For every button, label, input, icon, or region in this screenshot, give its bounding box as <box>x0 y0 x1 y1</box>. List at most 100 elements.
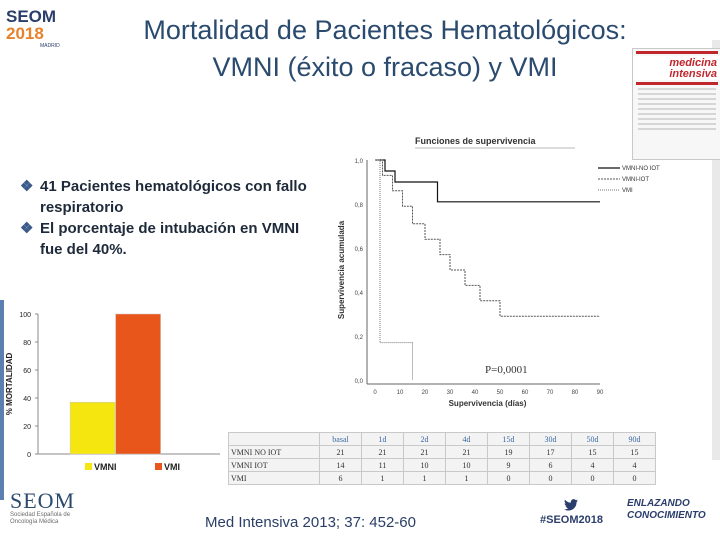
footer-logo-subtitle: Sociedad Española de Oncología Médica <box>10 512 71 525</box>
diamond-bullet-icon: ❖ <box>20 178 34 195</box>
journal-text-line <box>638 98 716 100</box>
survival-x-tick-label: 50 <box>497 390 504 396</box>
table-cell: 0 <box>613 471 656 485</box>
table-cell: 21 <box>319 445 362 459</box>
bar-y-tick-label: 100 <box>19 312 31 319</box>
table-cell: 0 <box>571 471 614 485</box>
table-cell: 6 <box>319 471 362 485</box>
table-cell: 4 <box>613 458 656 472</box>
table-cell: 10 <box>403 458 446 472</box>
bullet-text: 41 Pacientes hematológicos con fallo res… <box>40 178 307 216</box>
tagline-line-2: CONOCIMIENTO <box>627 510 706 521</box>
table-row: VMI 6 1 1 1 0 0 0 0 <box>228 471 656 485</box>
table-cell: 14 <box>319 458 362 472</box>
title-line-1: Mortalidad de Pacientes Hematológicos: <box>143 15 627 45</box>
twitter-bird-icon <box>564 498 578 516</box>
journal-text-line <box>638 93 716 95</box>
bar-vmni <box>69 401 116 455</box>
diamond-bullet-icon: ❖ <box>20 220 34 237</box>
survival-x-tick-label: 90 <box>597 390 604 396</box>
survival-x-tick-label: 60 <box>522 390 529 396</box>
bar-legend-label: VMNI <box>94 462 117 472</box>
journal-title: medicina intensiva <box>633 56 720 80</box>
journal-text-line <box>638 108 716 110</box>
bullet-list: ❖ 41 Pacientes hematológicos con fallo r… <box>20 176 310 260</box>
footer-logo-name: SEOM <box>10 488 76 513</box>
bar-y-tick-label: 80 <box>23 340 31 347</box>
table-header-cell: 2d <box>403 432 446 446</box>
table-header-cell: 50d <box>571 432 614 446</box>
table-row: VMNI NO IOT 21 21 21 21 19 17 15 15 <box>228 445 656 459</box>
table-cell: 0 <box>529 471 572 485</box>
table-header-cell: 15d <box>487 432 530 446</box>
slide-left-accent <box>0 300 4 500</box>
table-cell: 4 <box>571 458 614 472</box>
survival-x-tick-label: 40 <box>472 390 479 396</box>
journal-text-line <box>638 118 716 120</box>
mortality-bar-chart: 0 20 40 60 80 100 % MORTALIDAD VMNI VMI <box>0 300 228 485</box>
slide-title: Mortalidad de Pacientes Hematológicos: V… <box>95 12 675 86</box>
survival-p-value: P=0,0001 <box>485 364 528 376</box>
bar-legend-swatch <box>155 463 162 470</box>
bar-y-axis-label: % MORTALIDAD <box>5 353 14 416</box>
bullet-item: ❖ 41 Pacientes hematológicos con fallo r… <box>20 176 310 218</box>
table-cell: 19 <box>487 445 530 459</box>
bar-y-tick-label: 20 <box>23 424 31 431</box>
table-cell <box>228 432 320 446</box>
journal-text-line <box>638 113 716 115</box>
survival-legend-label: VMI <box>622 188 633 194</box>
survival-line-vmni-no-iot <box>375 159 600 203</box>
citation-reference: Med Intensiva 2013; 37: 452-60 <box>205 514 416 531</box>
seom-footer-logo: SEOM Sociedad Española de Oncología Médi… <box>10 490 80 526</box>
bar-vmi <box>115 313 161 455</box>
survival-legend-label: VMNI-NO IOT <box>622 166 660 172</box>
journal-text-line <box>638 128 716 130</box>
survival-x-tick-label: 30 <box>447 390 454 396</box>
table-cell: 15 <box>571 445 614 459</box>
survival-chart: Funciones de supervivencia 0,0 0,2 0,4 0,6 0,… <box>330 130 720 430</box>
survival-y-tick-label: 1,0 <box>355 159 364 165</box>
table-row-label: VMNI IOT <box>228 458 320 472</box>
logo-year: 2018 <box>6 24 44 43</box>
table-header-row: basal 1d 2d 4d 15d 30d 50d 90d <box>228 432 656 446</box>
survival-legend-label: VMNI-IOT <box>622 177 649 183</box>
table-cell: 15 <box>613 445 656 459</box>
table-row-label: VMI <box>228 471 320 485</box>
survival-y-axis-label: Supervivencia acumulada <box>337 220 346 319</box>
table-cell: 0 <box>487 471 530 485</box>
tagline-line-1: ENLAZANDO <box>627 498 690 509</box>
journal-cover-thumbnail: medicina intensiva <box>632 48 720 160</box>
survival-x-tick-label: 20 <box>422 390 429 396</box>
seom-2018-logo: SEOM 2018 MADRID <box>6 8 68 68</box>
table-row: VMNI IOT 14 11 10 10 9 6 4 4 <box>228 458 656 472</box>
journal-text-line <box>638 88 716 90</box>
table-cell: 1 <box>445 471 488 485</box>
journal-red-band <box>636 51 718 54</box>
mortality-bar-chart-svg: 0 20 40 60 80 100 % MORTALIDAD VMNI VMI <box>5 312 220 472</box>
table-header-cell: 90d <box>613 432 656 446</box>
survival-line-vmni-iot <box>375 159 600 317</box>
table-cell: 6 <box>529 458 572 472</box>
survival-y-tick-label: 0,4 <box>355 291 364 297</box>
table-row-label: VMNI NO IOT <box>228 445 320 459</box>
survival-line-vmi <box>375 159 413 380</box>
survival-x-tick-label: 80 <box>572 390 579 396</box>
table-cell: 21 <box>403 445 446 459</box>
survival-table: basal 1d 2d 4d 15d 30d 50d 90d VMNI NO I… <box>228 432 656 485</box>
twitter-bird-svg <box>564 499 578 511</box>
table-header-cell: 30d <box>529 432 572 446</box>
survival-y-tick-label: 0,8 <box>355 203 364 209</box>
logo-city: MADRID <box>40 43 60 49</box>
event-tagline: ENLAZANDO CONOCIMIENTO <box>627 498 706 522</box>
table-cell: 21 <box>445 445 488 459</box>
table-cell: 10 <box>445 458 488 472</box>
survival-y-tick-label: 0,2 <box>355 335 364 341</box>
journal-red-band <box>636 82 718 85</box>
table-cell: 17 <box>529 445 572 459</box>
survival-y-tick-label: 0,0 <box>355 379 364 385</box>
survival-y-tick-label: 0,6 <box>355 247 364 253</box>
journal-text-line <box>638 123 716 125</box>
table-header-cell: 4d <box>445 432 488 446</box>
bar-y-tick-label: 0 <box>27 452 31 459</box>
title-line-2: VMNI (éxito o fracaso) y VMI <box>212 52 558 82</box>
